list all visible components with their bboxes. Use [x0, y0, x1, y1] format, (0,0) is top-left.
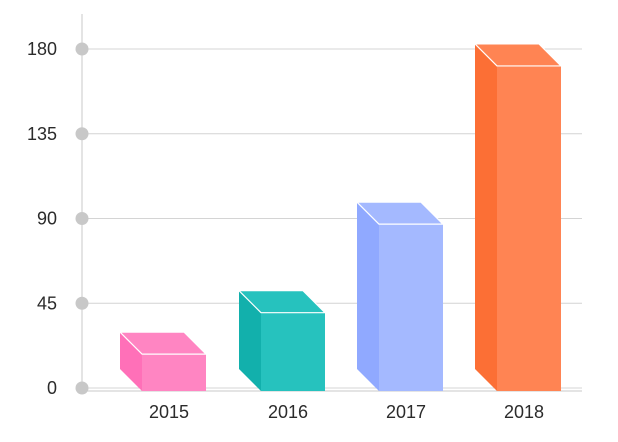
- y-tick-label: 135: [27, 124, 57, 144]
- x-tick-labels: 2015 2016 2017 2018: [149, 402, 544, 422]
- bar-top-face: [474, 43, 562, 67]
- y-tick-labels: 0 45 90 135 180: [27, 39, 57, 398]
- x-tick-label: 2018: [504, 402, 544, 422]
- bar-front-face: [497, 65, 561, 391]
- bar-2016: [238, 290, 326, 391]
- bar-front-face: [142, 354, 206, 391]
- bar-side-face: [475, 43, 497, 391]
- y-tick-label: 45: [37, 293, 57, 313]
- bar-side-face: [120, 332, 142, 391]
- bar-side-face: [357, 202, 379, 391]
- y-tick-label: 0: [47, 378, 57, 398]
- x-tick-label: 2015: [149, 402, 189, 422]
- bar-2015: [119, 331, 207, 391]
- bar-side-face: [239, 290, 261, 391]
- axes: [75, 14, 582, 395]
- y-tick-label: 180: [27, 39, 57, 59]
- x-tick-label: 2016: [268, 402, 308, 422]
- bar-2018: [474, 43, 562, 391]
- bar-2017: [356, 201, 444, 391]
- bar-top-face: [119, 331, 207, 355]
- bar-top-face: [238, 290, 326, 314]
- y-tick-label: 90: [37, 209, 57, 229]
- bar-top-face: [356, 201, 444, 225]
- bars: [119, 43, 562, 391]
- x-tick-label: 2017: [386, 402, 426, 422]
- bar-front-face: [379, 224, 443, 391]
- bar-front-face: [261, 312, 325, 391]
